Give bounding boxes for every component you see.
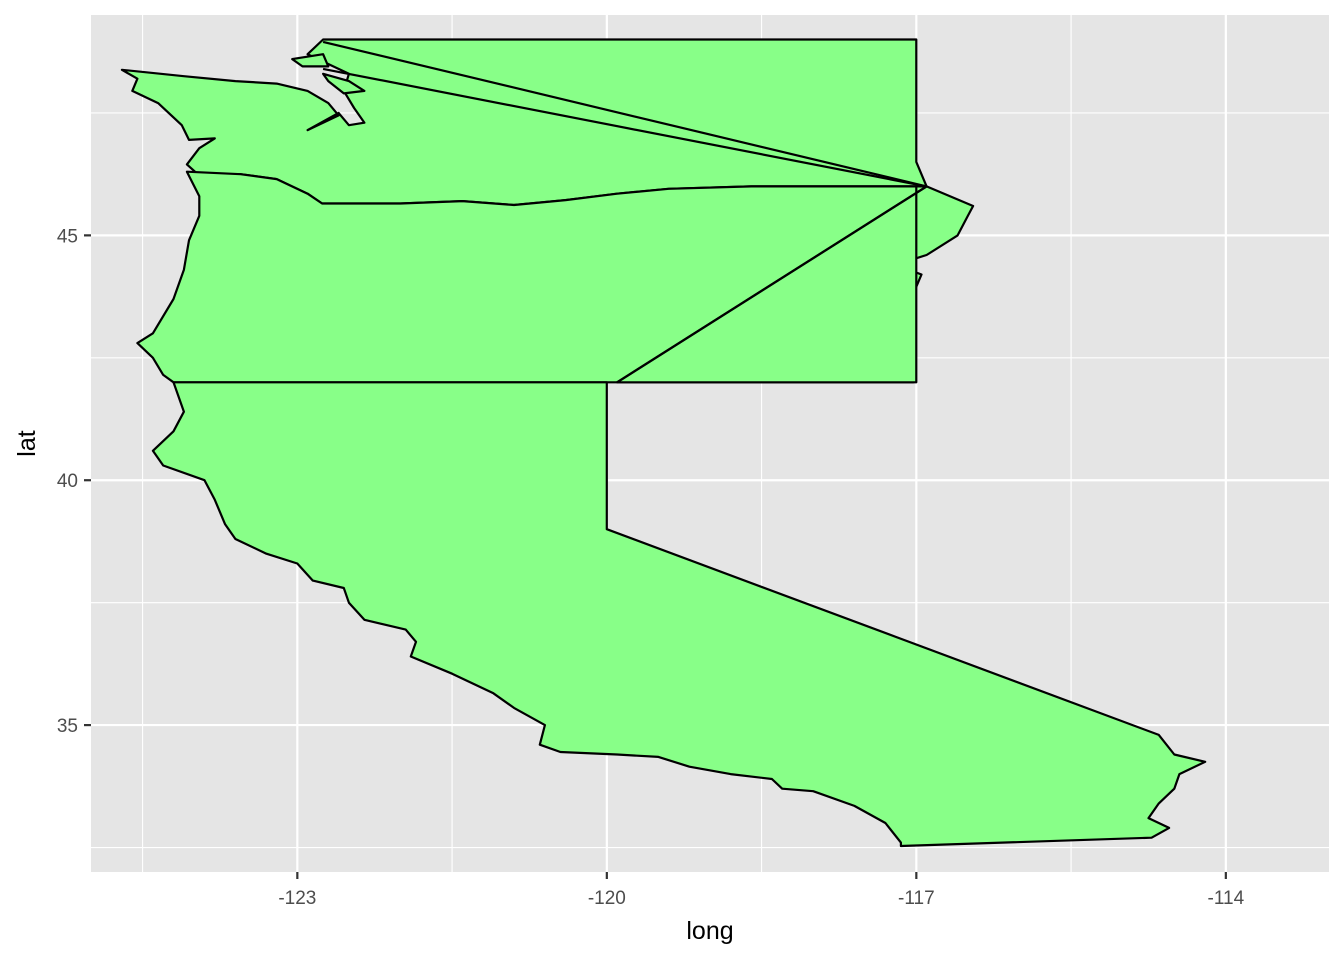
region-california	[151, 381, 1207, 848]
y-tick-label: 40	[57, 471, 78, 492]
y-tick-label: 45	[57, 226, 78, 247]
line-state-line-upper	[322, 40, 927, 188]
region-san-juan-islands	[291, 53, 330, 68]
x-tick-label: -117	[898, 888, 935, 909]
y-axis-ticks: 35 40 45	[57, 226, 91, 737]
x-tick-label: -123	[278, 888, 316, 909]
line-state-line-lower	[322, 67, 927, 188]
map-border-lines	[322, 40, 928, 384]
x-tick-label: -114	[1208, 888, 1245, 909]
y-tick-label: 35	[57, 716, 78, 737]
map-regions	[120, 38, 1207, 848]
x-axis-title: long	[686, 917, 733, 945]
y-axis-title: lat	[13, 430, 41, 456]
region-whidbey-island	[322, 72, 366, 95]
line-diagonal-border	[616, 185, 928, 384]
x-tick-label: -120	[588, 888, 626, 909]
x-axis-ticks: -123 -120 -117 -114	[278, 872, 1245, 909]
